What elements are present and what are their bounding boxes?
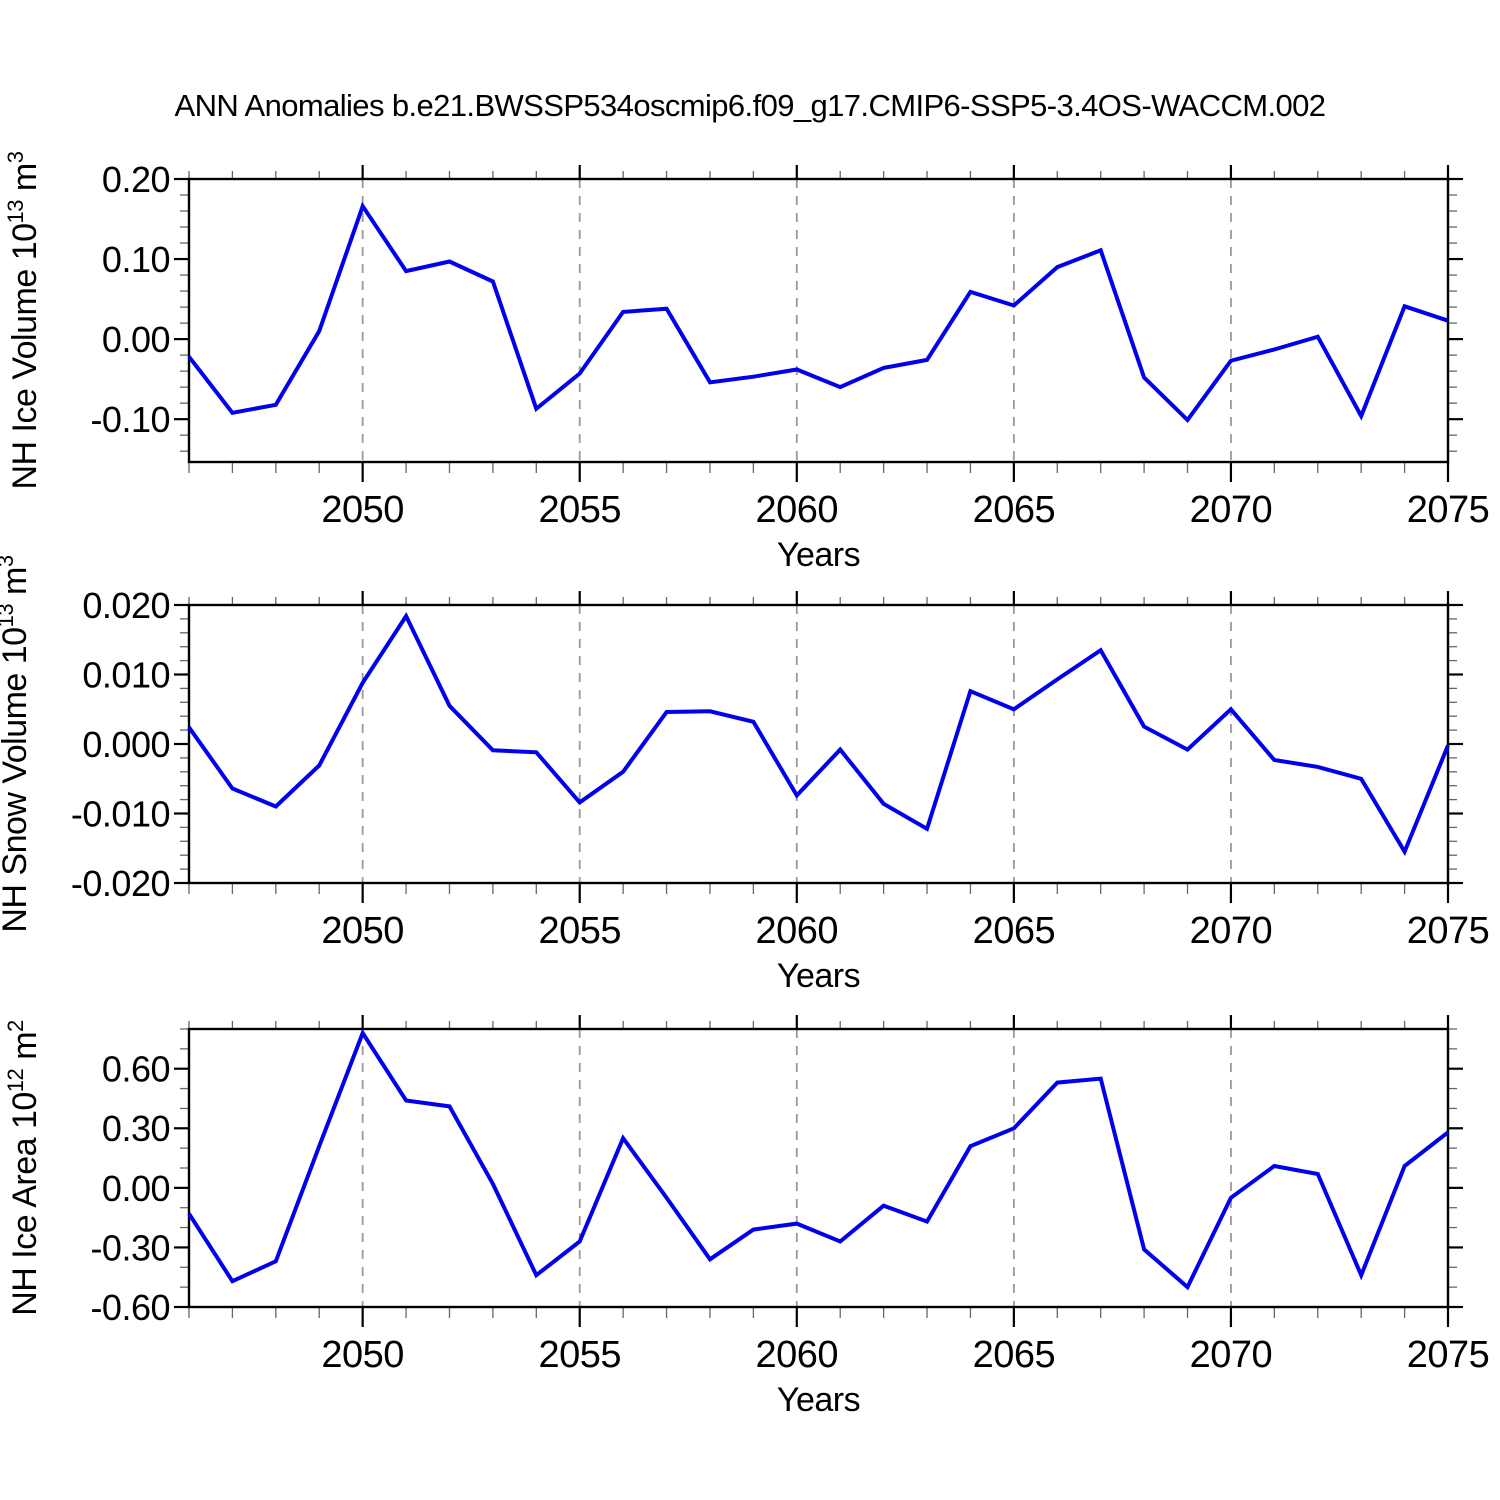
x-tick-label: 2065 bbox=[973, 489, 1056, 531]
panel-frame-ice-area bbox=[187, 1027, 1450, 1309]
y-tick-label: 0.00 bbox=[102, 1168, 170, 1209]
panel-frame-snow-volume bbox=[187, 603, 1450, 885]
y-tick-label: 0.30 bbox=[102, 1108, 170, 1149]
y-axis-title-ice-volume: NH Ice Volume 1013 m3 bbox=[3, 151, 44, 489]
x-axis-title: Years bbox=[777, 1381, 860, 1419]
x-tick-label: 2050 bbox=[321, 910, 404, 952]
chart-title: ANN Anomalies b.e21.BWSSP534oscmip6.f09_… bbox=[174, 88, 1326, 123]
x-axis-title: Years bbox=[777, 536, 860, 574]
x-tick-label: 2055 bbox=[538, 489, 621, 531]
x-tick-label: 2055 bbox=[538, 1334, 621, 1376]
y-tick-label: 0.010 bbox=[82, 654, 170, 695]
x-tick-label: 2060 bbox=[756, 1334, 839, 1376]
x-tick-label: 2050 bbox=[321, 489, 404, 531]
x-tick-label: 2060 bbox=[756, 910, 839, 952]
y-axis-title-ice-area: NH Ice Area 1012 m2 bbox=[3, 1020, 44, 1316]
x-tick-label: 2075 bbox=[1407, 489, 1490, 531]
series-line-ice-area bbox=[187, 1028, 1450, 1291]
y-tick-label: 0.20 bbox=[102, 159, 170, 200]
x-axis-title: Years bbox=[777, 957, 860, 995]
x-tick-label: 2075 bbox=[1407, 910, 1490, 952]
y-tick-label: 0.020 bbox=[82, 585, 170, 626]
x-tick-label: 2065 bbox=[973, 910, 1056, 952]
y-tick-label: -0.30 bbox=[90, 1227, 170, 1268]
x-tick-label: 2070 bbox=[1190, 1334, 1273, 1376]
y-axis-title-snow-volume: NH Snow Volume 1013 m3 bbox=[0, 555, 34, 933]
series-line-snow-volume bbox=[187, 612, 1450, 857]
y-tick-label: 0.00 bbox=[102, 319, 170, 360]
x-tick-label: 2070 bbox=[1190, 489, 1273, 531]
y-tick-label: 0.10 bbox=[102, 239, 170, 280]
y-tick-label: -0.10 bbox=[90, 399, 170, 440]
x-tick-label: 2070 bbox=[1190, 910, 1273, 952]
x-tick-label: 2050 bbox=[321, 1334, 404, 1376]
y-tick-label: -0.010 bbox=[71, 793, 170, 834]
panel-frame-ice-volume bbox=[187, 177, 1450, 464]
x-tick-label: 2060 bbox=[756, 489, 839, 531]
y-tick-label: -0.60 bbox=[90, 1287, 170, 1328]
x-tick-label: 2075 bbox=[1407, 1334, 1490, 1376]
y-tick-label: -0.020 bbox=[71, 863, 170, 904]
series-line-ice-volume bbox=[187, 201, 1449, 424]
y-tick-label: 0.60 bbox=[102, 1049, 170, 1090]
x-tick-label: 2065 bbox=[973, 1334, 1056, 1376]
x-tick-label: 2055 bbox=[538, 910, 621, 952]
y-tick-label: 0.000 bbox=[82, 724, 170, 765]
